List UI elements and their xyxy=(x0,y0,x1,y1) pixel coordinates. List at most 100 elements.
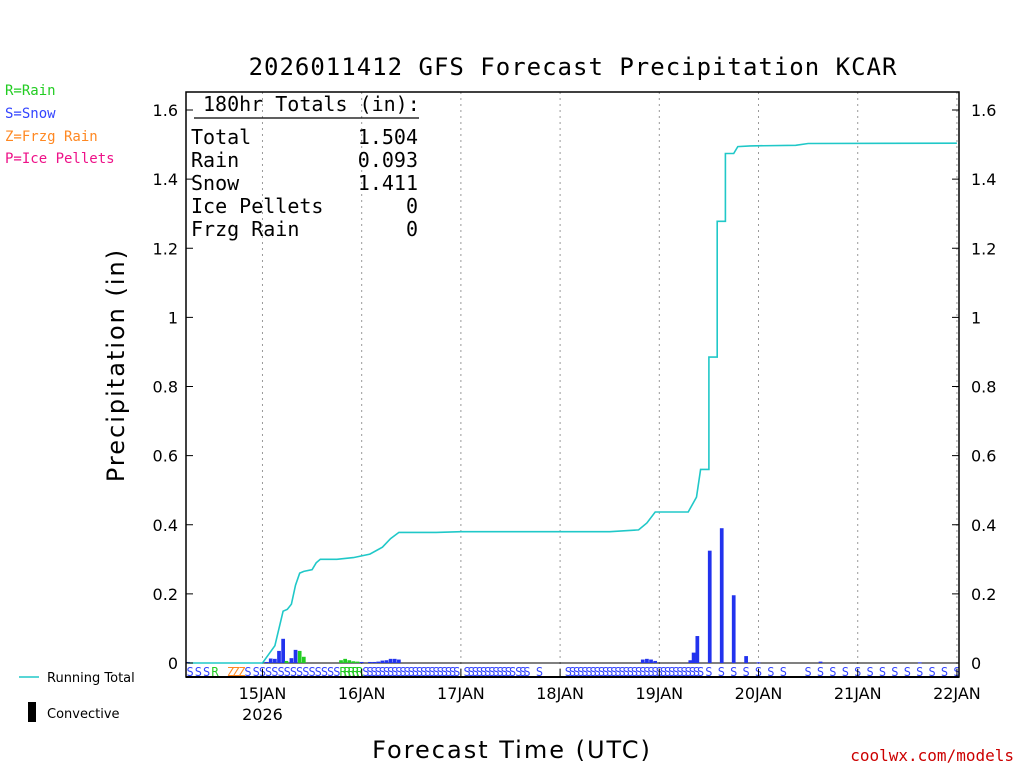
precip-type-code: S xyxy=(614,665,621,679)
precip-type-code: S xyxy=(660,665,667,679)
running-total-line xyxy=(188,142,957,664)
precip-type-code: S xyxy=(480,665,487,679)
precip-type-code: S xyxy=(505,665,512,679)
precip-type-code: S xyxy=(585,665,592,679)
snow-bar xyxy=(719,528,724,663)
precip-type-code: S xyxy=(476,665,483,679)
precip-type-code: S xyxy=(428,665,435,679)
snow-bar xyxy=(695,636,700,663)
precip-type-strip: SSSRZZZSSSSSSSSSSSSSSSRRRRRSSSSSSSSSSSSS… xyxy=(187,665,961,679)
snow-bar xyxy=(293,649,298,663)
running-total-legend-label: Running Total xyxy=(47,671,135,686)
rain-bar xyxy=(355,661,360,663)
bottom-legend: Running Total Convective xyxy=(19,671,135,722)
precip-type-code: S xyxy=(463,665,470,679)
precip-type-code: S xyxy=(519,665,526,679)
precip-type-code: S xyxy=(672,665,679,679)
precip-type-code: S xyxy=(366,665,373,679)
snow-bar xyxy=(649,659,653,663)
x-tick-label: 15JAN xyxy=(239,684,287,703)
totals-row-label: Rain xyxy=(191,148,239,172)
precip-type-code: S xyxy=(327,665,334,679)
totals-row-value: 0.093 xyxy=(358,148,418,172)
precip-type-code: S xyxy=(623,665,630,679)
snow-bar xyxy=(392,658,397,663)
snow-bar xyxy=(289,658,294,663)
precip-type-code: S xyxy=(577,665,584,679)
precip-type-code: S xyxy=(271,665,278,679)
precip-type-code: S xyxy=(805,665,812,679)
precip-type-code: S xyxy=(523,665,530,679)
y-tick-label: 1.4 xyxy=(971,170,996,189)
precip-type-code: S xyxy=(697,665,704,679)
precip-type-code: S xyxy=(569,665,576,679)
y-tick-label: 0 xyxy=(971,654,981,673)
y-tick-label: 1.2 xyxy=(153,239,178,258)
precip-type-code: S xyxy=(277,665,284,679)
precip-type-code: S xyxy=(383,665,390,679)
precip-type-code: R xyxy=(356,665,364,679)
precip-type-code: S xyxy=(387,665,394,679)
precip-type-code: S xyxy=(472,665,479,679)
precip-type-code: S xyxy=(432,665,439,679)
precip-type-code: S xyxy=(742,665,749,679)
precip-type-code: S xyxy=(445,665,452,679)
precip-type-code: S xyxy=(627,665,634,679)
rain-bar xyxy=(347,660,352,663)
precip-type-code: S xyxy=(606,665,613,679)
precip-type-code: R xyxy=(352,665,360,679)
precip-type-code: S xyxy=(244,665,251,679)
precip-type-code: S xyxy=(610,665,617,679)
precip-type-code: S xyxy=(321,665,328,679)
y-tick-label: 0.4 xyxy=(153,516,178,535)
y-tick-label: 1 xyxy=(971,308,981,327)
precip-type-code: S xyxy=(842,665,849,679)
credit-text: coolwx.com/models xyxy=(850,746,1014,765)
precip-type-code: S xyxy=(565,665,572,679)
precip-type-code: S xyxy=(941,665,948,679)
precip-type-code: S xyxy=(416,665,423,679)
precip-type-code: S xyxy=(375,665,382,679)
precip-type-code: S xyxy=(441,665,448,679)
precip-type-code: S xyxy=(453,665,460,679)
precip-type-code: S xyxy=(904,665,911,679)
snow-bar xyxy=(645,658,649,663)
x-tick-label: 20JAN xyxy=(735,684,783,703)
precip-type-code: Z xyxy=(232,665,239,679)
snow-bar xyxy=(707,550,712,663)
precip-type-code: S xyxy=(590,665,597,679)
precip-type-code: S xyxy=(664,665,671,679)
snow-bar xyxy=(653,660,658,663)
y-tick-label: 0.8 xyxy=(153,378,178,397)
y-axis-title: Precipitation (in) xyxy=(102,248,130,482)
precip-type-code: S xyxy=(484,665,491,679)
precip-type-code: S xyxy=(404,665,411,679)
convective-legend-label: Convective xyxy=(47,707,120,722)
snow-bar xyxy=(688,660,693,663)
totals-row-label: Frzg Rain xyxy=(191,217,299,241)
precip-type-code: S xyxy=(515,665,522,679)
snow-bar xyxy=(273,658,277,663)
snow-bar xyxy=(376,661,381,663)
totals-row-label: Ice Pellets xyxy=(191,194,323,218)
y-tick-label: 1.6 xyxy=(153,101,178,120)
snow-bar xyxy=(281,638,286,663)
y-ticks-left: 0 0.2 0.4 0.6 0.8 1 1.2 1.4 1.6 xyxy=(153,101,193,673)
y-tick-label: 0.8 xyxy=(971,378,996,397)
snow-bar xyxy=(818,661,823,663)
y-tick-label: 1.4 xyxy=(153,170,178,189)
precip-type-code: S xyxy=(468,665,475,679)
precip-type-code: R xyxy=(339,665,347,679)
convective-legend-swatch xyxy=(28,702,36,722)
precip-type-code: S xyxy=(265,665,272,679)
precip-type-code: S xyxy=(536,665,543,679)
legend-ice-pellets: P=Ice Pellets xyxy=(5,151,115,167)
precip-type-code: S xyxy=(829,665,836,679)
snow-bar xyxy=(917,662,922,664)
precip-type-code: S xyxy=(718,665,725,679)
precip-type-code: S xyxy=(581,665,588,679)
x-tick-label: 16JAN xyxy=(338,684,386,703)
precip-type-code: S xyxy=(618,665,625,679)
precip-type-code: S xyxy=(391,665,398,679)
